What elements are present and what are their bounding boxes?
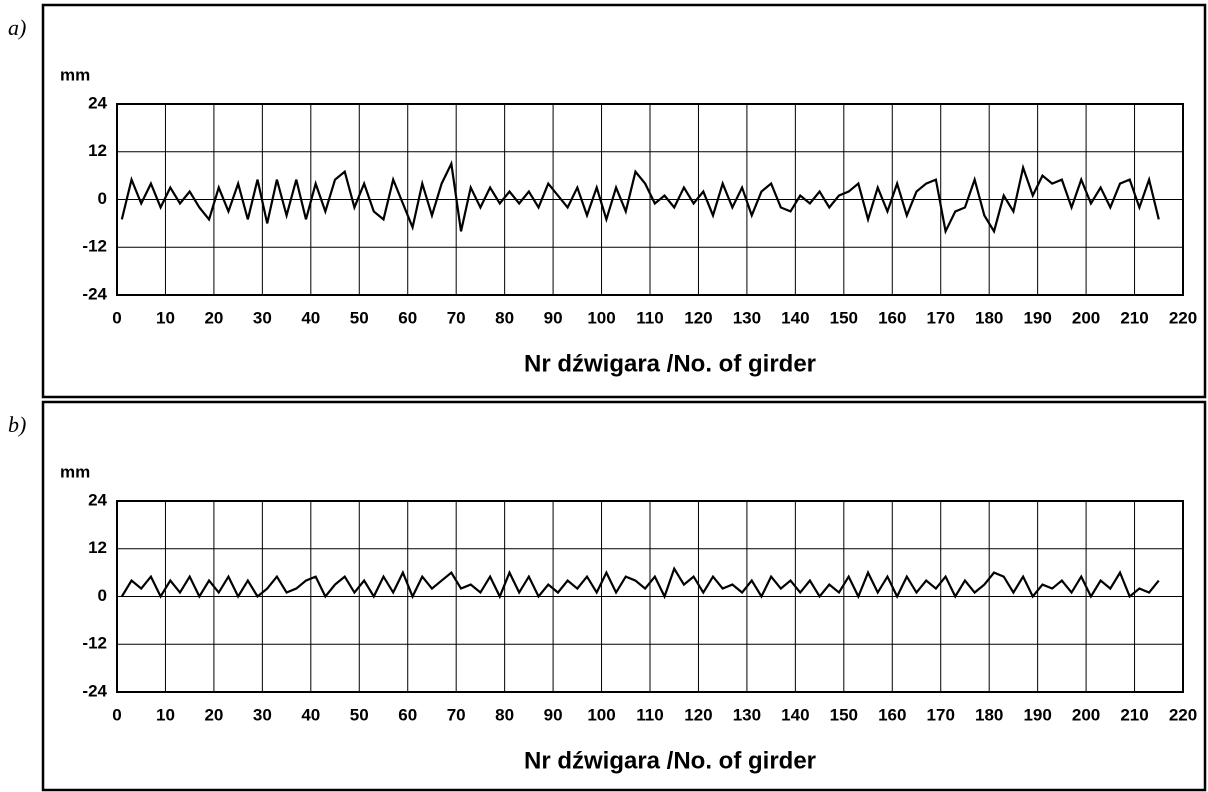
x-tick-label: 220	[1169, 308, 1197, 327]
x-tick-label: 20	[204, 308, 223, 327]
x-tick-label: 50	[350, 705, 369, 724]
x-axis-label: Nr dźwigara /No. of girder	[524, 350, 816, 377]
x-tick-label: 150	[830, 705, 858, 724]
panel-frame	[41, 3, 1207, 399]
x-axis-label: Nr dźwigara /No. of girder	[524, 747, 816, 774]
y-tick-label: 12	[88, 538, 107, 557]
x-tick-label: 200	[1072, 705, 1100, 724]
y-tick-label: 24	[88, 93, 107, 112]
data-line	[120, 566, 1160, 600]
x-tick-label: 180	[975, 308, 1003, 327]
x-tick-label: 90	[544, 308, 563, 327]
y-tick-label: -12	[82, 237, 107, 256]
y-axis-label: mm	[60, 462, 90, 481]
x-tick-label: 160	[878, 308, 906, 327]
x-tick-label: 110	[636, 705, 663, 724]
x-tick-label: 140	[781, 308, 809, 327]
data-line	[120, 159, 1160, 235]
x-tick-label: 190	[1023, 308, 1051, 327]
y-tick-label: 12	[88, 141, 107, 160]
y-tick-label: -24	[82, 284, 107, 303]
x-tick-label: 210	[1120, 705, 1148, 724]
y-tick-label: 24	[88, 490, 107, 509]
x-tick-label: 70	[447, 705, 466, 724]
x-tick-label: 120	[684, 705, 712, 724]
plot-area	[116, 500, 1184, 693]
x-tick-label: 180	[975, 705, 1003, 724]
x-tick-label: 80	[495, 705, 514, 724]
x-tick-label: 130	[733, 705, 761, 724]
x-tick-label: 0	[112, 705, 121, 724]
y-axis-label: mm	[60, 65, 90, 84]
x-tick-label: 90	[544, 705, 563, 724]
x-tick-label: 120	[684, 308, 712, 327]
x-tick-label: 130	[733, 308, 761, 327]
x-tick-label: 40	[301, 705, 320, 724]
plot-area	[116, 103, 1184, 296]
x-tick-label: 70	[447, 308, 466, 327]
x-tick-label: 150	[830, 308, 858, 327]
y-tick-label: 0	[98, 586, 107, 605]
panel-frame	[41, 400, 1207, 792]
x-tick-label: 10	[156, 705, 175, 724]
x-tick-label: 80	[495, 308, 514, 327]
x-tick-label: 30	[253, 705, 272, 724]
x-tick-label: 40	[301, 308, 320, 327]
y-tick-label: -24	[82, 681, 107, 700]
x-tick-label: 20	[204, 705, 223, 724]
x-tick-label: 170	[927, 308, 955, 327]
y-tick-label: -12	[82, 634, 107, 653]
x-tick-label: 10	[156, 308, 175, 327]
x-tick-label: 50	[350, 308, 369, 327]
x-tick-label: 200	[1072, 308, 1100, 327]
panel-label: b)	[8, 412, 26, 437]
x-tick-label: 190	[1023, 705, 1051, 724]
x-tick-label: 210	[1120, 308, 1148, 327]
x-tick-label: 30	[253, 308, 272, 327]
x-tick-label: 60	[398, 308, 417, 327]
x-tick-label: 170	[927, 705, 955, 724]
x-tick-label: 220	[1169, 705, 1197, 724]
x-tick-label: 160	[878, 705, 906, 724]
x-tick-label: 100	[587, 705, 615, 724]
x-tick-label: 60	[398, 705, 417, 724]
panel-label: a)	[8, 15, 26, 40]
x-tick-label: 0	[112, 308, 121, 327]
x-tick-label: 100	[587, 308, 615, 327]
x-tick-label: 140	[781, 705, 809, 724]
x-tick-label: 110	[636, 308, 663, 327]
y-tick-label: 0	[98, 189, 107, 208]
